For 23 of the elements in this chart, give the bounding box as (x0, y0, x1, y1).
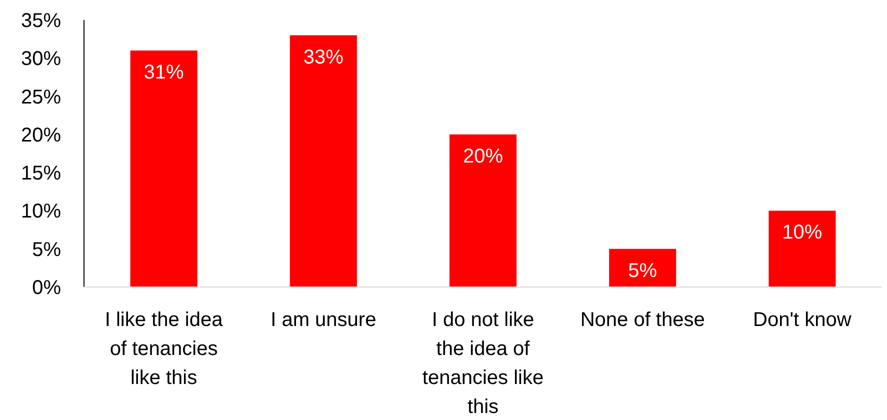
bar (768, 210, 836, 287)
y-tick-label: 0% (32, 277, 62, 299)
x-tick-label: I do not like the idea of tenancies like this (422, 309, 544, 418)
data-label: 10% (782, 222, 822, 244)
y-tick-label: 15% (20, 162, 62, 185)
bar (130, 50, 198, 287)
x-tick-label: I like the idea of tenancies like this (104, 309, 224, 389)
y-tick-label: 25% (20, 86, 62, 108)
bar (449, 134, 517, 287)
data-label: 31% (144, 62, 184, 84)
y-tick-label: 5% (32, 238, 62, 261)
y-tick-label: 30% (20, 48, 62, 70)
y-tick-label: 20% (20, 124, 62, 146)
bar (290, 35, 357, 287)
data-label: 20% (462, 145, 504, 168)
bar (609, 248, 676, 287)
data-label: 33% (303, 46, 344, 68)
x-tick-label: None of these (580, 309, 705, 331)
x-tick-label: Don't know (753, 309, 852, 331)
y-tick-label: 10% (20, 200, 62, 223)
x-tick-label: I am unsure (270, 309, 376, 331)
data-label: 5% (628, 260, 658, 282)
y-tick-label: 35% (20, 10, 62, 32)
